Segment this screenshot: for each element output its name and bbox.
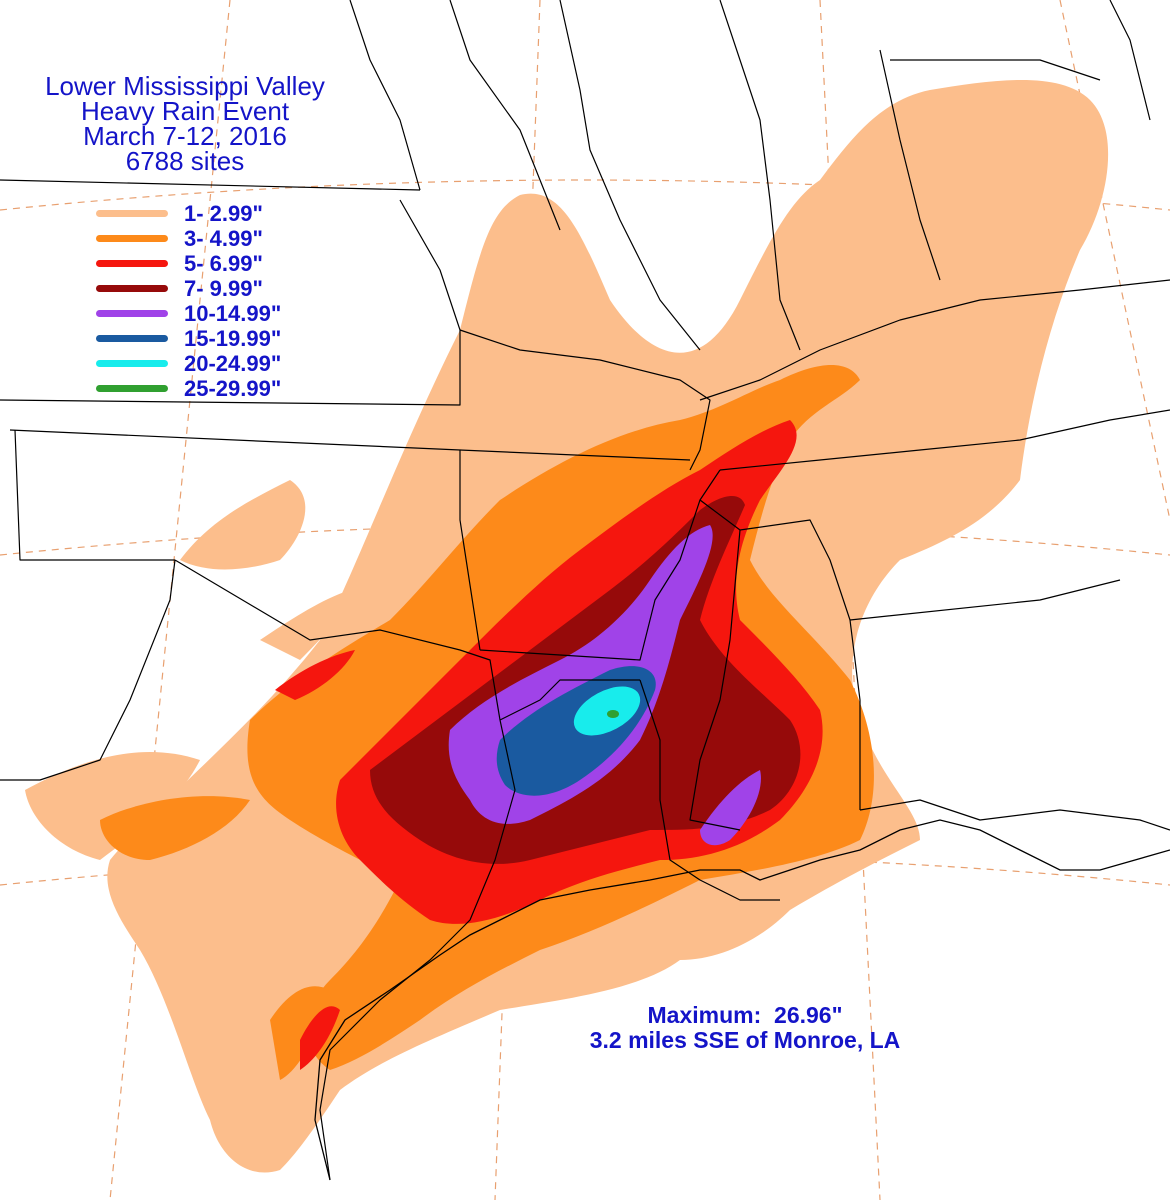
map-title: Lower Mississippi Valley Heavy Rain Even… [0,71,370,176]
legend-item: 3- 4.99" [96,226,336,252]
legend-label: 25-29.99" [184,376,282,401]
legend-label: 10-14.99" [184,301,282,326]
maximum-value: Maximum: 26.96" [647,1002,843,1028]
legend-swatch [96,210,168,217]
maximum-location: 3.2 miles SSE of Monroe, LA [589,1027,901,1053]
legend-swatch [96,385,168,392]
legend-label: 15-19.99" [184,326,282,351]
title-line-2: Heavy Rain Event [80,96,290,126]
legend-item: 5- 6.99" [96,251,336,277]
legend-swatch [96,235,168,242]
legend-label: 20-24.99" [184,351,282,376]
legend-swatch [96,310,168,317]
maximum-annotation: Maximum: 26.96" 3.2 miles SSE of Monroe,… [500,1003,990,1053]
title-line-3: March 7-12, 2016 [83,121,287,151]
legend-item: 15-19.99" [96,326,336,352]
legend-swatch [96,285,168,292]
legend-item: 25-29.99" [96,376,336,402]
legend-item: 20-24.99" [96,351,336,377]
legend-item: 10-14.99" [96,301,336,327]
title-line-1: Lower Mississippi Valley [45,71,325,101]
legend: 1- 2.99" 3- 4.99" 5- 6.99" 7- 9.99" 10-1… [96,201,336,402]
title-line-4: 6788 sites [125,146,245,176]
contour-20-24-99 [573,686,641,736]
legend-swatch [96,335,168,342]
legend-swatch [96,260,168,267]
legend-swatch [96,360,168,367]
legend-item: 7- 9.99" [96,276,336,302]
legend-label: 7- 9.99" [184,276,263,301]
legend-label: 5- 6.99" [184,251,263,276]
legend-label: 1- 2.99" [184,201,263,226]
gulf-coastline [314,819,1170,1181]
contour-25-29-99 [607,710,619,718]
legend-label: 3- 4.99" [184,226,263,251]
legend-item: 1- 2.99" [96,201,336,227]
